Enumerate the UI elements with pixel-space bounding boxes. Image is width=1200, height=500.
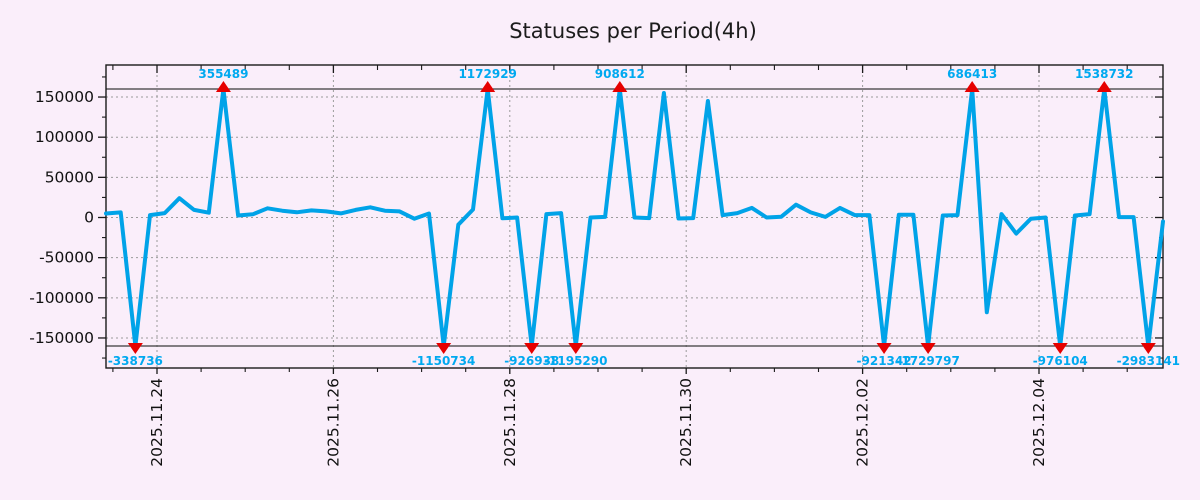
valley-value-label: -926938 bbox=[504, 354, 559, 368]
valley-marker bbox=[127, 343, 143, 354]
valley-value-label: -976104 bbox=[1033, 354, 1088, 368]
y-tick-label: 0 bbox=[84, 209, 94, 227]
valley-value-label: -1729797 bbox=[896, 354, 959, 368]
x-tick-label: 2025.12.04 bbox=[1030, 378, 1048, 467]
valley-value-label: -1150734 bbox=[412, 354, 475, 368]
valley-marker bbox=[876, 343, 892, 354]
x-tick-label: 2025.11.26 bbox=[324, 378, 342, 467]
valley-marker bbox=[568, 343, 584, 354]
y-tick-label: 150000 bbox=[35, 88, 94, 106]
valley-value-label: -338736 bbox=[108, 354, 163, 368]
peak-marker bbox=[612, 81, 628, 92]
plot-border bbox=[105, 64, 1164, 369]
valley-value-label: -921342 bbox=[857, 354, 912, 368]
series-line bbox=[104, 87, 1165, 348]
y-tick-label: 100000 bbox=[35, 128, 94, 146]
valley-marker bbox=[1140, 343, 1156, 354]
valley-value-label: -2983141 bbox=[1117, 354, 1180, 368]
peak-marker bbox=[480, 81, 496, 92]
plot-area: -150000 -100000 -50000 0 50000 100000 150000 20… bbox=[29, 64, 1180, 467]
valley-marker bbox=[1052, 343, 1068, 354]
x-tick-label: 2025.11.24 bbox=[148, 378, 166, 467]
valley-value-label: -1195290 bbox=[544, 354, 607, 368]
peak-value-label: 1172929 bbox=[458, 67, 516, 81]
peak-marker bbox=[215, 81, 231, 92]
chart-title: Statuses per Period(4h) bbox=[509, 19, 757, 43]
valley-marker bbox=[436, 343, 452, 354]
peak-marker bbox=[964, 81, 980, 92]
x-tick-label: 2025.11.28 bbox=[501, 378, 519, 467]
y-tick-label: 50000 bbox=[45, 168, 94, 186]
x-tick-label: 2025.12.02 bbox=[854, 378, 872, 467]
peak-value-label: 908612 bbox=[595, 67, 645, 81]
y-tick-label: -50000 bbox=[39, 249, 94, 267]
peak-value-label: 686413 bbox=[947, 67, 997, 81]
peak-value-label: 355489 bbox=[198, 67, 248, 81]
valley-marker bbox=[524, 343, 540, 354]
x-tick-label: 2025.11.30 bbox=[677, 378, 695, 467]
valley-marker bbox=[920, 343, 936, 354]
peak-marker bbox=[1096, 81, 1112, 92]
y-tick-label: -150000 bbox=[29, 329, 94, 347]
y-tick-label: -100000 bbox=[29, 289, 94, 307]
peak-value-label: 1538732 bbox=[1075, 67, 1133, 81]
